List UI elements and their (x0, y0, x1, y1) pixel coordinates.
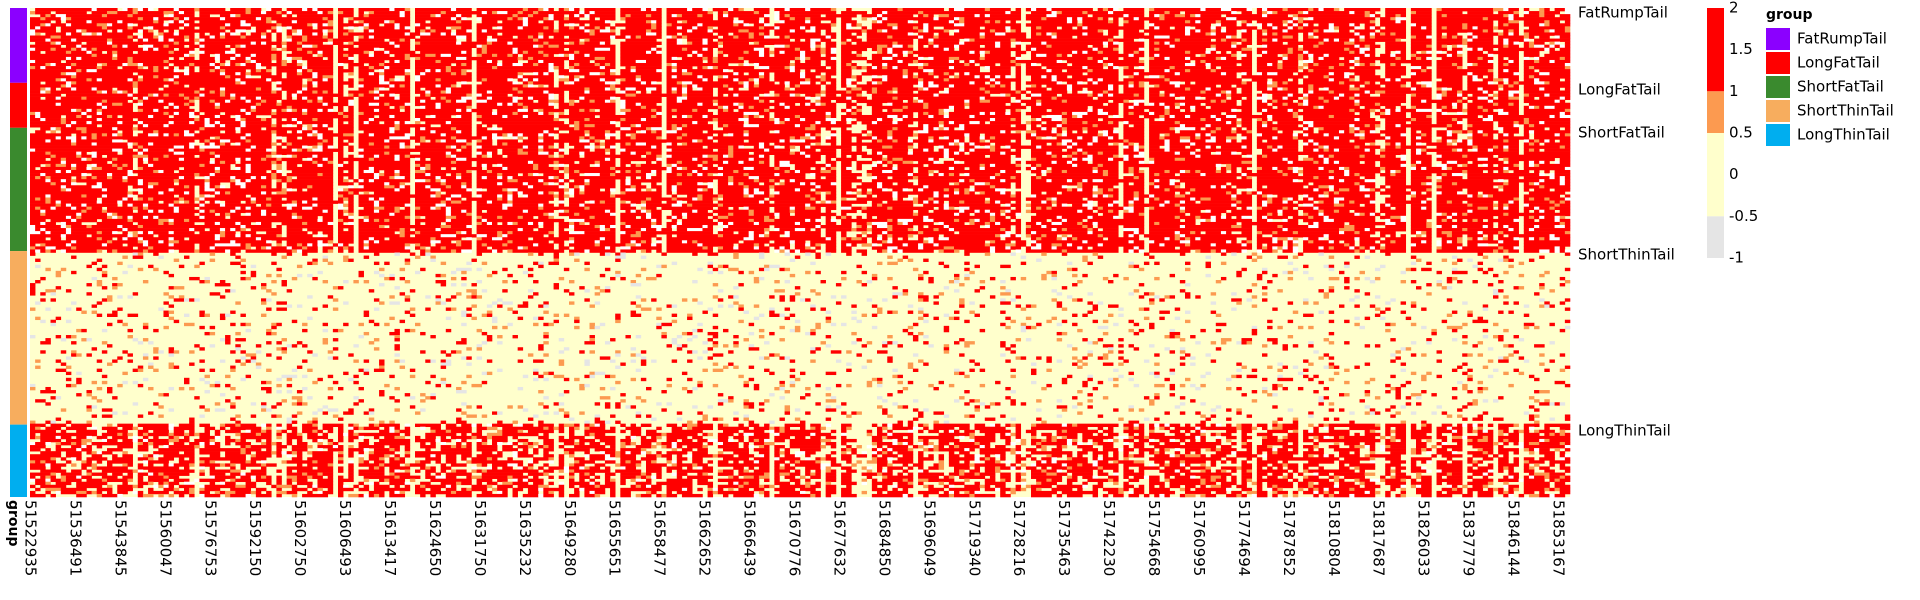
group-annotation-bar (10, 8, 27, 497)
annotation-axis-label: group (5, 500, 21, 547)
x-tick-label: 51655651 (606, 500, 624, 576)
row-labels: FatRumpTail LongFatTail ShortFatTail ShortT… (1578, 4, 1675, 440)
x-tick-labels: 51522935 51536491 51543845 51560047 51576753… (22, 500, 1568, 576)
x-tick-label: 51719340 (965, 500, 983, 576)
x-tick-label: 51735463 (1055, 500, 1073, 576)
x-tick-label: 51602750 (291, 500, 309, 576)
legend-item-label: FatRumpTail (1797, 30, 1887, 48)
x-tick-label: 51810804 (1325, 500, 1343, 576)
x-tick-label: 51624650 (426, 500, 444, 576)
legend-swatch (1766, 76, 1790, 98)
x-tick-label: 51742230 (1100, 500, 1118, 576)
legend-swatch (1766, 124, 1790, 146)
color-scale-tick: -0.5 (1729, 207, 1758, 225)
row-label: ShortFatTail (1578, 124, 1665, 142)
color-scale-tick: 0 (1729, 165, 1739, 183)
color-scale-tick: 1.5 (1729, 40, 1753, 58)
x-tick-label: 51774694 (1235, 500, 1253, 576)
group-legend: group FatRumpTail LongFatTail ShortFatTail… (1766, 7, 1894, 146)
color-scale-band (1707, 216, 1724, 258)
x-tick-label: 51846144 (1505, 500, 1523, 576)
legend-title: group (1766, 7, 1813, 23)
legend-swatch (1766, 100, 1790, 122)
legend-swatch (1766, 28, 1790, 50)
x-tick-label: 51662652 (696, 500, 714, 576)
legend-swatch (1766, 52, 1790, 74)
color-scale-tick: 1 (1729, 82, 1739, 100)
row-label: LongFatTail (1578, 81, 1661, 99)
row-label: ShortThinTail (1578, 246, 1675, 264)
x-tick-label: 51613417 (381, 500, 399, 576)
legend-item-label: ShortFatTail (1797, 78, 1884, 96)
legend-item-label: LongFatTail (1797, 54, 1880, 72)
x-tick-label: 51649280 (561, 500, 579, 576)
x-tick-label: 51606493 (336, 500, 354, 576)
x-tick-label: 51837779 (1460, 500, 1478, 576)
color-scale-tick: -1 (1729, 249, 1744, 267)
annotation-block-longfattail (10, 82, 27, 128)
x-tick-label: 51760995 (1190, 500, 1208, 576)
x-tick-label: 51631750 (471, 500, 489, 576)
x-tick-label: 51536491 (66, 500, 84, 576)
heatmap-body (30, 8, 1571, 498)
annotation-block-shortfattail (10, 127, 27, 252)
x-tick-label: 51658477 (651, 500, 669, 576)
x-tick-label: 51684850 (875, 500, 893, 576)
x-tick-label: 51635232 (516, 500, 534, 576)
color-scale-band (1707, 8, 1724, 92)
x-tick-label: 51728216 (1010, 500, 1028, 576)
x-tick-label: 51543845 (111, 500, 129, 576)
x-tick-label: 51560047 (156, 500, 174, 576)
x-tick-label: 51576753 (201, 500, 219, 576)
legend-item-label: LongThinTail (1797, 126, 1890, 144)
x-tick-label: 51787852 (1280, 500, 1298, 576)
x-tick-label: 51696049 (920, 500, 938, 576)
annotation-block-fatrumptail (10, 8, 27, 83)
annotation-block-longthintail (10, 424, 27, 497)
color-scale-band (1707, 91, 1724, 133)
color-scale-tick: 0.5 (1729, 124, 1753, 142)
x-tick-label: 51666439 (741, 500, 759, 576)
x-tick-label: 51853167 (1550, 500, 1568, 576)
color-scale-tick: 2 (1729, 0, 1739, 17)
x-tick-label: 51522935 (22, 500, 40, 576)
x-tick-label: 51754668 (1145, 500, 1163, 576)
row-label: FatRumpTail (1578, 4, 1668, 22)
x-tick-label: 51677632 (830, 500, 848, 576)
x-tick-label: 51670776 (786, 500, 804, 576)
x-tick-label: 51817687 (1370, 500, 1388, 576)
color-scale-band (1707, 133, 1724, 217)
x-tick-label: 51826033 (1415, 500, 1433, 576)
legend-item-label: ShortThinTail (1797, 102, 1894, 120)
row-label: LongThinTail (1578, 422, 1671, 440)
annotation-block-shortthintail (10, 251, 27, 425)
color-scale-legend: 2 1.5 1 0.5 0 -0.5 -1 (1707, 0, 1758, 267)
x-tick-label: 51592150 (246, 500, 264, 576)
